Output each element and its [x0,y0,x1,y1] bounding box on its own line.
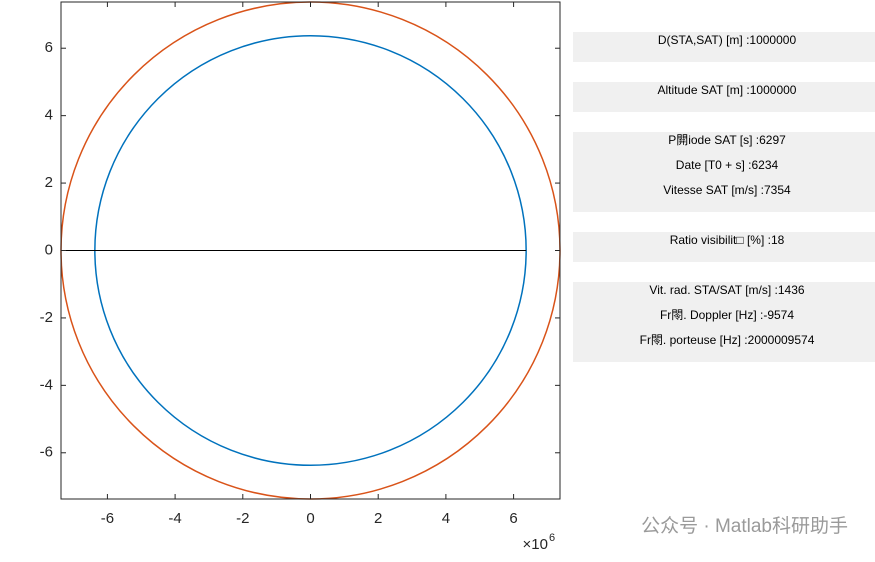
y-tick-label: 4 [45,107,53,124]
info-panel [573,82,875,112]
y-tick-label: 0 [45,241,53,258]
info-text: P閞iode SAT [s] :6297 [668,133,786,147]
x-tick-label: 0 [306,510,314,527]
info-panel [573,132,875,212]
y-tick-label: 2 [45,174,53,191]
multiplier-exponent: 6 [549,532,555,544]
info-panel [573,32,875,62]
info-text: Date [T0 + s] :6234 [676,158,779,172]
info-text: Fr閝. Doppler [Hz] :-9574 [660,308,794,322]
y-tick-label: -4 [40,376,53,393]
y-tick-label: -2 [40,309,53,326]
info-text: Ratio visibilit□ [%] :18 [670,233,785,247]
y-tick-label: 6 [45,39,53,56]
x-tick-label: -4 [168,510,181,527]
x-tick-label: 6 [509,510,517,527]
info-text: D(STA,SAT) [m] :1000000 [658,33,797,47]
watermark: 公众号 · Matlab科研助手 [641,515,848,537]
info-panel [573,232,875,262]
x-tick-label: -6 [101,510,114,527]
info-text: Altitude SAT [m] :1000000 [658,83,797,97]
multiplier-base: ×10 [523,536,548,553]
info-text: Fr閝. porteuse [Hz] :2000009574 [640,333,815,347]
y-tick-label: -6 [40,444,53,461]
x-tick-label: 2 [374,510,382,527]
info-text: Vit. rad. STA/SAT [m/s] :1436 [649,283,805,297]
x-tick-label: -2 [236,510,249,527]
x-tick-label: 4 [442,510,450,527]
info-text: Vitesse SAT [m/s] :7354 [663,183,791,197]
info-panel [573,282,875,362]
